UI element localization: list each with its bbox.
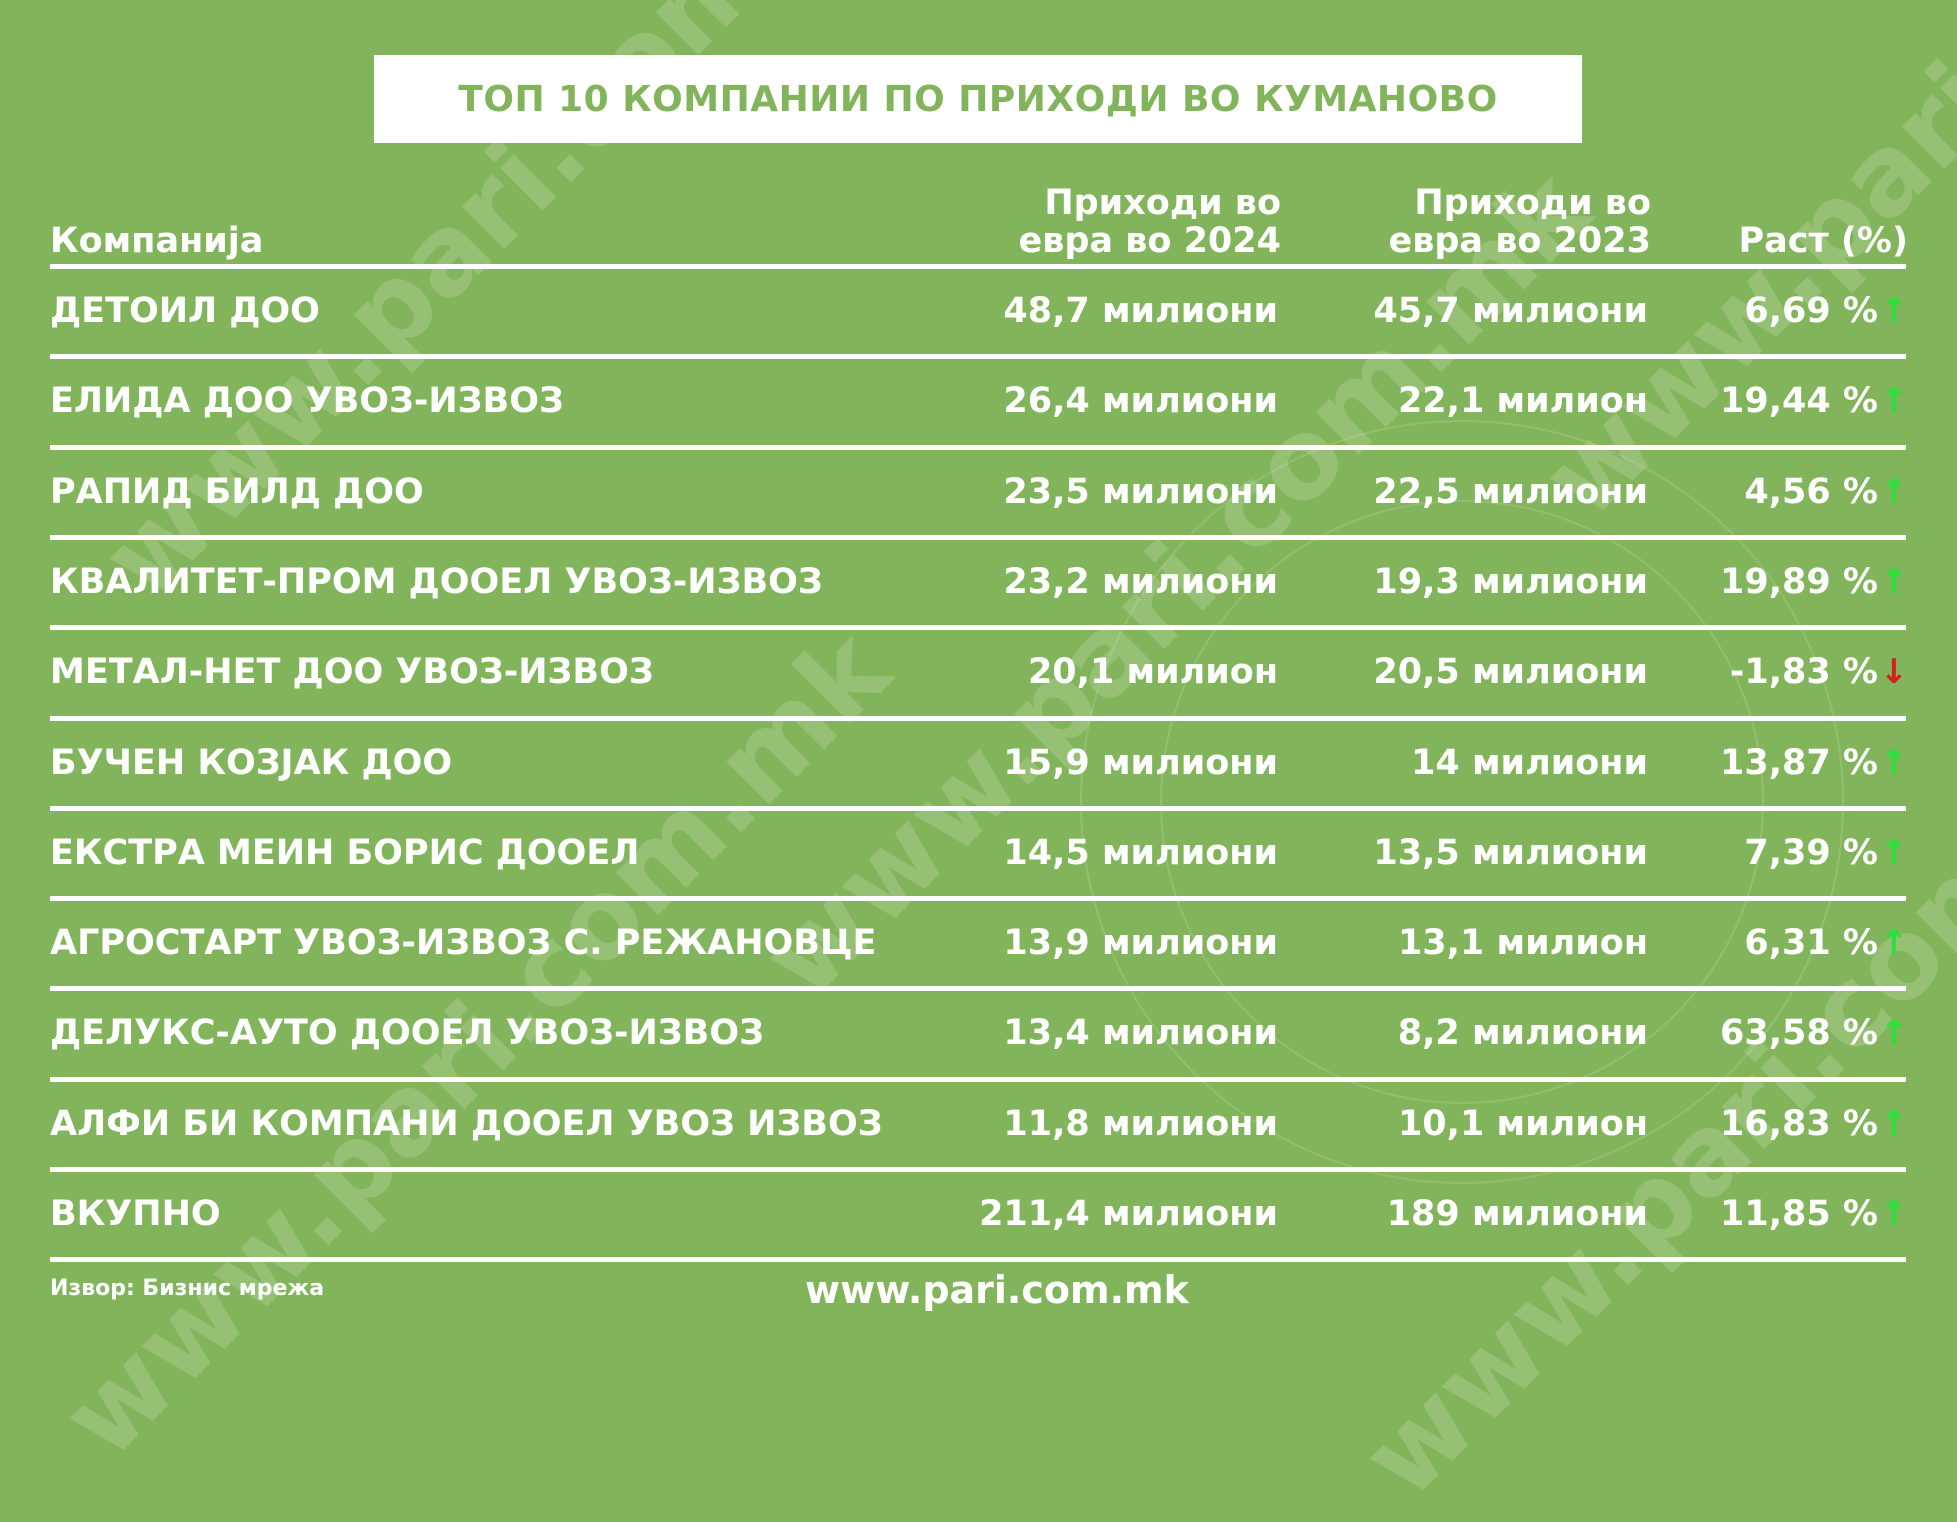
row-divider <box>50 715 1906 721</box>
growth-value: 16,83 % <box>1720 1103 1878 1144</box>
page-title: ТОП 10 КОМПАНИИ ПО ПРИХОДИ ВО КУМАНОВО <box>458 78 1498 120</box>
growth-value: 19,89 % <box>1720 561 1878 602</box>
row-divider <box>50 1167 1906 1172</box>
table-row: МЕТАЛ-НЕТ ДОО УВОЗ-ИЗВОЗ 20,1 милион 20,5 … <box>50 630 1908 720</box>
row-divider <box>50 1076 1906 1082</box>
revenue-2023: 8,2 милиони <box>1397 1013 1648 1054</box>
revenue-2023: 13,5 милиони <box>1373 832 1648 873</box>
row-divider <box>50 986 1906 992</box>
title-box: ТОП 10 КОМПАНИИ ПО ПРИХОДИ ВО КУМАНОВО <box>374 55 1582 143</box>
company-name: ДЕТОИЛ ДОО <box>50 291 320 331</box>
table-row: ЕЛИДА ДОО УВОЗ-ИЗВОЗ 26,4 милиони 22,1 мил… <box>50 359 1908 449</box>
header-growth: Раст (%) <box>1738 221 1908 261</box>
website-label: www.pari.com.mk <box>805 1268 1189 1312</box>
arrow-up-icon: ↑ <box>1879 471 1909 512</box>
company-name: АГРОСТАРТ УВОЗ-ИЗВОЗ С. РЕЖАНОВЦЕ <box>50 923 877 964</box>
table-row: АЛФИ БИ КОМПАНИ ДООЕЛ УВОЗ ИЗВОЗ 11,8 мил… <box>50 1082 1908 1172</box>
revenue-2023: 10,1 милион <box>1397 1103 1648 1144</box>
revenue-2023: 19,3 милиони <box>1373 561 1648 602</box>
growth-value: 6,31 % <box>1744 923 1878 964</box>
row-divider <box>50 534 1906 540</box>
company-name: АЛФИ БИ КОМПАНИ ДООЕЛ УВОЗ ИЗВОЗ <box>50 1103 883 1144</box>
header-revenue-2024: Приходи во евра во 2024 <box>1018 183 1281 261</box>
arrow-down-icon: ↓ <box>1879 652 1909 693</box>
revenue-2023: 22,5 милиони <box>1373 471 1648 512</box>
arrow-up-icon: ↑ <box>1879 742 1909 783</box>
source-note: Извор: Бизнис мрежа <box>50 1276 325 1301</box>
company-name: БУЧЕН КОЗЈАК ДОО <box>50 742 453 783</box>
row-divider <box>50 354 1906 360</box>
arrow-up-icon: ↑ <box>1879 1194 1909 1234</box>
growth-value: 63,58 % <box>1720 1013 1878 1054</box>
row-divider <box>50 805 1906 811</box>
growth-value: 13,87 % <box>1720 742 1878 783</box>
revenue-2024: 13,4 милиони <box>1003 1013 1278 1054</box>
arrow-up-icon: ↑ <box>1879 381 1909 422</box>
revenue-2024: 211,4 милиони <box>979 1194 1278 1234</box>
revenue-2023: 45,7 милиони <box>1373 291 1648 331</box>
revenue-2024: 15,9 милиони <box>1003 742 1278 783</box>
company-name: ВКУПНО <box>50 1194 221 1234</box>
table-row: РАПИД БИЛД ДОО 23,5 милиони 22,5 милиони 4,… <box>50 450 1908 540</box>
arrow-up-icon: ↑ <box>1879 1013 1909 1054</box>
header-revenue-2023: Приходи во евра во 2023 <box>1388 183 1651 261</box>
revenue-2023: 14 милиони <box>1411 742 1648 783</box>
row-divider <box>50 264 1906 269</box>
company-name: ЕЛИДА ДОО УВОЗ-ИЗВОЗ <box>50 381 564 422</box>
table-row: ДЕТОИЛ ДОО 48,7 милиони 45,7 милиони 6,69 %… <box>50 269 1908 359</box>
table-row: ДЕЛУКС-АУТО ДООЕЛ УВОЗ-ИЗВОЗ 13,4 милиони… <box>50 991 1908 1081</box>
row-divider <box>50 625 1906 631</box>
revenue-2024: 48,7 милиони <box>1003 291 1278 331</box>
company-name: ДЕЛУКС-АУТО ДООЕЛ УВОЗ-ИЗВОЗ <box>50 1013 764 1054</box>
table-header: Компанија Приходи во евра во 2024 Приход… <box>50 180 1908 260</box>
company-name: МЕТАЛ-НЕТ ДОО УВОЗ-ИЗВОЗ <box>50 652 654 693</box>
revenue-2023: 20,5 милиони <box>1373 652 1648 693</box>
revenue-2023: 189 милиони <box>1386 1194 1648 1234</box>
growth-value: 11,85 % <box>1720 1194 1878 1234</box>
revenue-2024: 26,4 милиони <box>1003 381 1278 422</box>
growth-value: 6,69 % <box>1744 291 1878 331</box>
revenue-2024: 14,5 милиони <box>1003 832 1278 873</box>
row-divider <box>50 1257 1906 1263</box>
company-name: КВАЛИТЕТ-ПРОМ ДООЕЛ УВОЗ-ИЗВОЗ <box>50 561 823 602</box>
arrow-up-icon: ↑ <box>1879 561 1909 602</box>
table-row: КВАЛИТЕТ-ПРОМ ДООЕЛ УВОЗ-ИЗВОЗ 23,2 милио… <box>50 540 1908 630</box>
row-divider <box>50 896 1906 902</box>
revenue-2024: 23,2 милиони <box>1003 561 1278 602</box>
table-row: АГРОСТАРТ УВОЗ-ИЗВОЗ С. РЕЖАНОВЦЕ 13,9 ми… <box>50 901 1908 991</box>
growth-value: 7,39 % <box>1744 832 1878 873</box>
total-row: ВКУПНО 211,4 милиони 189 милиони 11,85 % ↑ <box>50 1172 1908 1262</box>
arrow-up-icon: ↑ <box>1879 923 1909 964</box>
revenue-2023: 13,1 милион <box>1397 923 1648 964</box>
growth-value: 4,56 % <box>1744 471 1878 512</box>
revenue-2024: 23,5 милиони <box>1003 471 1278 512</box>
company-name: РАПИД БИЛД ДОО <box>50 471 424 512</box>
row-divider <box>50 444 1906 450</box>
company-name: ЕКСТРА МЕИН БОРИС ДООЕЛ <box>50 832 640 873</box>
header-company: Компанија <box>50 221 264 261</box>
growth-value: -1,83 % <box>1729 652 1878 693</box>
revenue-2024: 11,8 милиони <box>1003 1103 1278 1144</box>
growth-value: 19,44 % <box>1720 381 1878 422</box>
table-row: ЕКСТРА МЕИН БОРИС ДООЕЛ 14,5 милиони 13,5 … <box>50 811 1908 901</box>
revenue-2024: 20,1 милион <box>1027 652 1278 693</box>
arrow-up-icon: ↑ <box>1879 1103 1909 1144</box>
arrow-up-icon: ↑ <box>1879 832 1909 873</box>
arrow-up-icon: ↑ <box>1879 291 1909 331</box>
revenue-2024: 13,9 милиони <box>1003 923 1278 964</box>
table-row: БУЧЕН КОЗЈАК ДОО 15,9 милиони 14 милиони 13… <box>50 721 1908 811</box>
revenue-2023: 22,1 милион <box>1397 381 1648 422</box>
